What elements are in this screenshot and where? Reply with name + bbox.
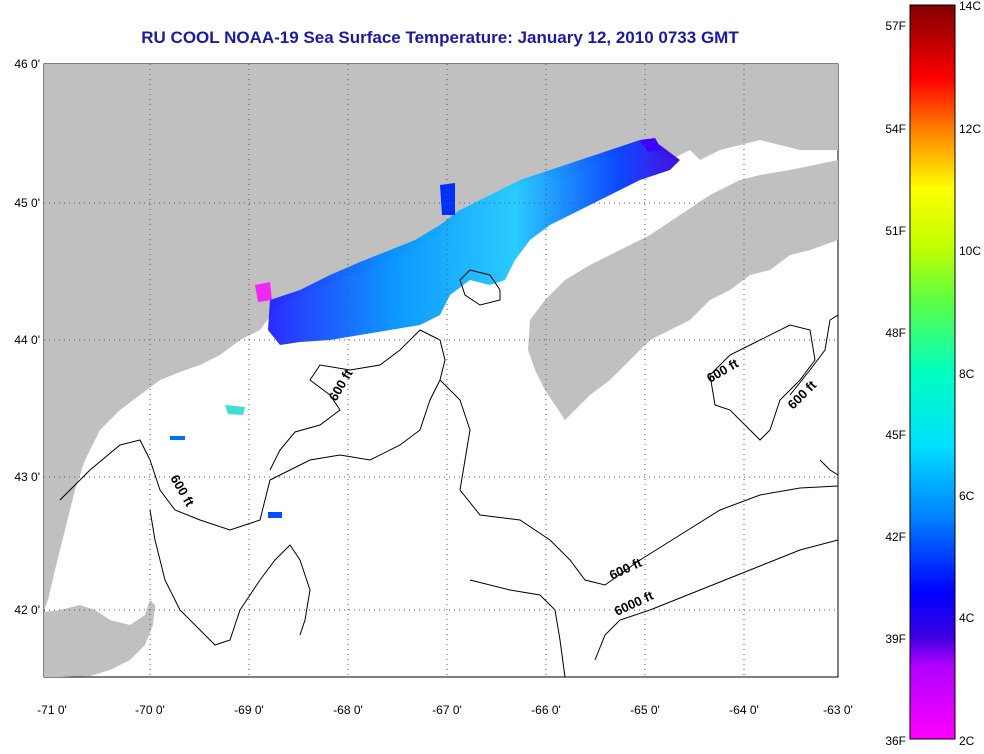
colorbar-f-label: 51F	[885, 224, 906, 238]
graticule	[44, 64, 838, 677]
colorbar-f-label: 54F	[885, 122, 906, 136]
lat-label: 46 0'	[14, 57, 40, 71]
colorbar-c-label: 6C	[959, 489, 975, 503]
lon-label: -67 0'	[432, 703, 462, 717]
lon-label: -70 0'	[135, 703, 165, 717]
lat-label: 42 0'	[14, 603, 40, 617]
lon-label: -65 0'	[630, 703, 660, 717]
colorbar	[909, 4, 956, 740]
land-cape-cod	[44, 600, 155, 677]
lon-label: -71 0'	[37, 703, 67, 717]
land-mainland	[44, 64, 838, 610]
colorbar-c-label: 4C	[959, 611, 975, 625]
lat-label: 44 0'	[14, 333, 40, 347]
bathymetry-contours	[59, 269, 838, 677]
colorbar-c-label: 10C	[959, 244, 981, 258]
colorbar-c-label: 8C	[959, 367, 975, 381]
colorbar-f-label: 39F	[885, 632, 906, 646]
sst-patch	[170, 138, 680, 518]
colorbar-c-label: 14C	[959, 0, 981, 13]
land-nova-scotia	[528, 160, 838, 420]
colorbar-f-label: 48F	[885, 326, 906, 340]
colorbar-c-label: 2C	[959, 734, 975, 748]
lon-label: -68 0'	[333, 703, 363, 717]
lon-label: -69 0'	[234, 703, 264, 717]
colorbar-f-label: 36F	[885, 734, 906, 748]
colorbar-f-label: 57F	[885, 19, 906, 33]
colorbar-f-label: 45F	[885, 428, 906, 442]
colorbar-c-label: 12C	[959, 122, 981, 136]
lat-label: 43 0'	[14, 470, 40, 484]
lat-label: 45 0'	[14, 196, 40, 210]
colorbar-f-label: 42F	[885, 530, 906, 544]
map-title: RU COOL NOAA-19 Sea Surface Temperature:…	[141, 28, 739, 47]
lon-label: -63 0'	[823, 703, 853, 717]
lon-label: -64 0'	[729, 703, 759, 717]
lon-label: -66 0'	[531, 703, 561, 717]
